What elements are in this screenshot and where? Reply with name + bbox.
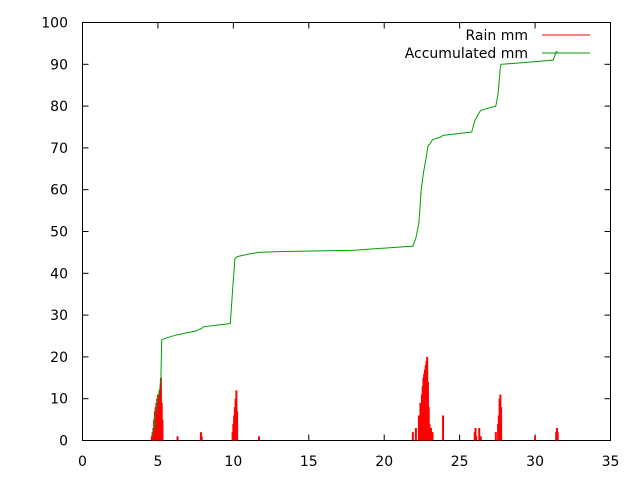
y-tick-label: 30 — [50, 308, 68, 324]
axis-tick-labels: 0 5 10 15 20 25 30 35 0 10 20 30 40 50 60 70 80 90 100 — [41, 16, 619, 471]
x-tick-label: 20 — [375, 454, 393, 470]
accumulated-series — [151, 51, 558, 437]
y-tick-label: 10 — [50, 392, 68, 408]
y-tick-label: 90 — [50, 57, 68, 73]
x-tick-label: 30 — [526, 454, 544, 470]
legend: Rain mm Accumulated mm — [405, 28, 590, 62]
x-tick-label: 5 — [153, 454, 162, 470]
y-tick-label: 50 — [50, 225, 68, 241]
x-tick-label: 25 — [451, 454, 469, 470]
y-tick-label: 20 — [50, 350, 68, 366]
accumulated-line — [151, 51, 558, 437]
y-tick-label: 70 — [50, 141, 68, 157]
legend-label-rain: Rain mm — [466, 28, 529, 44]
x-tick-label: 35 — [602, 454, 620, 470]
legend-label-accumulated: Accumulated mm — [405, 46, 528, 62]
x-tick-label: 15 — [300, 454, 318, 470]
rain-series — [150, 356, 559, 441]
y-tick-label: 100 — [41, 16, 68, 32]
y-tick-label: 80 — [50, 99, 68, 115]
x-tick-label: 0 — [78, 454, 87, 470]
y-tick-label: 40 — [50, 266, 68, 282]
y-tick-label: 0 — [59, 434, 68, 450]
y-tick-label: 60 — [50, 183, 68, 199]
x-tick-label: 10 — [224, 454, 242, 470]
